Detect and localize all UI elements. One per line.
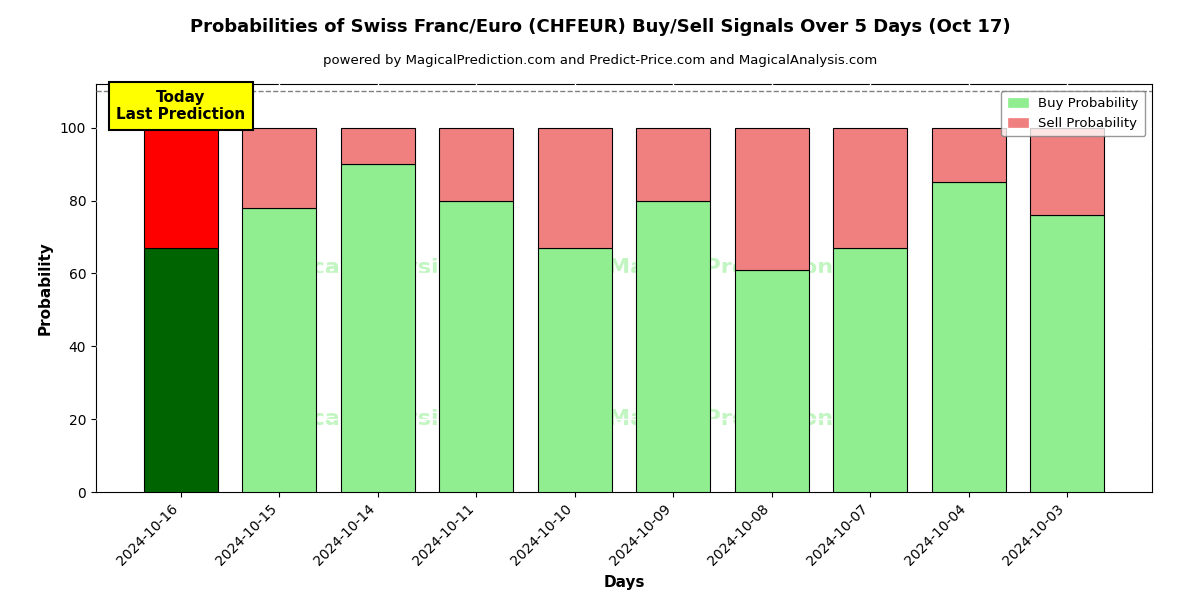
Legend: Buy Probability, Sell Probability: Buy Probability, Sell Probability — [1002, 91, 1146, 136]
Bar — [1030, 128, 1104, 215]
Bar — [242, 208, 317, 492]
Bar — [931, 182, 1006, 492]
Text: MagicalAnalysis.com: MagicalAnalysis.com — [251, 257, 511, 278]
X-axis label: Days: Days — [604, 575, 644, 590]
Bar — [341, 128, 415, 164]
Bar — [144, 128, 218, 248]
Bar — [538, 248, 612, 492]
Text: MagicalPrediction.com: MagicalPrediction.com — [608, 257, 894, 278]
Bar — [636, 200, 710, 492]
Bar — [242, 128, 317, 208]
Bar — [439, 128, 514, 200]
Bar — [833, 248, 907, 492]
Bar — [931, 128, 1006, 182]
Bar — [833, 128, 907, 248]
Bar — [439, 200, 514, 492]
Bar — [734, 128, 809, 270]
Bar — [341, 164, 415, 492]
Bar — [636, 128, 710, 200]
Text: Probabilities of Swiss Franc/Euro (CHFEUR) Buy/Sell Signals Over 5 Days (Oct 17): Probabilities of Swiss Franc/Euro (CHFEU… — [190, 18, 1010, 36]
Bar — [734, 270, 809, 492]
Bar — [1030, 215, 1104, 492]
Bar — [144, 248, 218, 492]
Text: MagicalAnalysis.com: MagicalAnalysis.com — [251, 409, 511, 428]
Y-axis label: Probability: Probability — [38, 241, 53, 335]
Text: Today
Last Prediction: Today Last Prediction — [116, 89, 246, 122]
Bar — [538, 128, 612, 248]
Text: powered by MagicalPrediction.com and Predict-Price.com and MagicalAnalysis.com: powered by MagicalPrediction.com and Pre… — [323, 54, 877, 67]
Text: MagicalPrediction.com: MagicalPrediction.com — [608, 409, 894, 428]
